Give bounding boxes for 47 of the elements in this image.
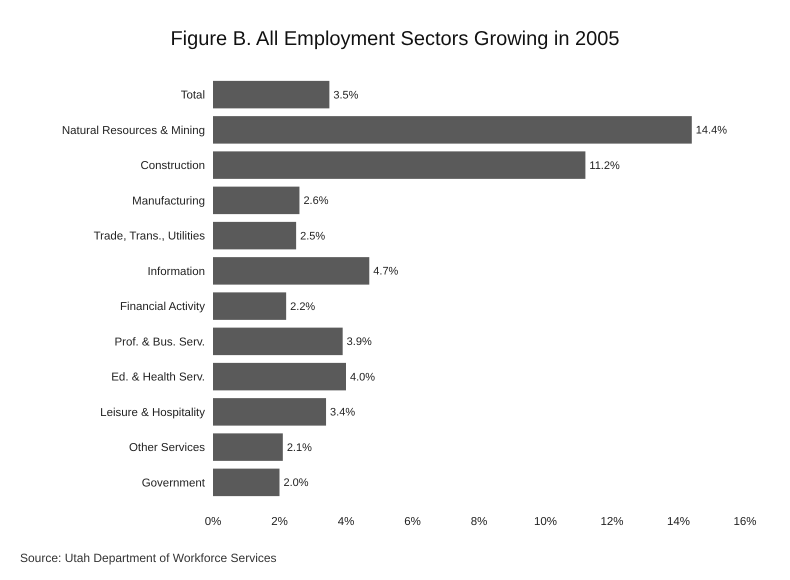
x-tick-label: 4% (338, 516, 354, 528)
y-tick-label: Leisure & Hospitality (100, 406, 206, 419)
x-tick-label: 6% (404, 516, 421, 528)
bar (213, 151, 586, 179)
data-label: 11.2% (589, 160, 620, 172)
bar (213, 116, 692, 144)
source-note: Source: Utah Department of Workforce Services (20, 551, 277, 565)
y-tick-label: Total (180, 90, 205, 102)
chart-title: Figure B. All Employment Sectors Growing in 2005 (170, 28, 620, 50)
x-tick-label: 16% (733, 516, 757, 528)
x-tick-label: 8% (470, 516, 488, 528)
bar (213, 80, 330, 108)
x-tick-label: 0% (204, 516, 222, 528)
data-label: 2.1% (286, 442, 312, 454)
y-tick-label: Ed. & Health Serv. (111, 372, 205, 384)
x-tick-label: 14% (666, 516, 690, 528)
y-tick-label: Natural Resources & Mining (62, 124, 205, 137)
data-label: 2.5% (300, 230, 326, 242)
data-label: 3.5% (333, 89, 359, 102)
data-label: 3.9% (346, 336, 372, 348)
bar (213, 468, 280, 496)
x-tick-label: 10% (534, 516, 558, 528)
y-tick-label: Manufacturing (132, 195, 205, 208)
bar (213, 292, 286, 320)
y-tick-label: Prof. & Bus. Serv. (114, 336, 205, 348)
bar (213, 222, 296, 250)
y-tick-label: Government (142, 477, 206, 490)
bar (213, 186, 300, 214)
data-label: 3.4% (330, 406, 356, 419)
bar (213, 257, 370, 285)
bar (213, 328, 343, 356)
bar (213, 398, 326, 426)
bar (213, 362, 346, 390)
x-tick-label: 12% (600, 516, 624, 528)
data-label: 2.0% (284, 477, 309, 490)
data-label: 4.0% (350, 371, 376, 384)
x-tick-label: 2% (271, 516, 288, 528)
y-tick-label: Other Services (128, 442, 206, 454)
data-label: 14.4% (696, 124, 728, 137)
data-label: 2.2% (290, 300, 316, 313)
bar (213, 433, 283, 461)
data-label: 2.6% (303, 195, 329, 208)
y-tick-label: Trade, Trans., Utilities (94, 230, 206, 243)
data-label: 4.7% (373, 266, 399, 278)
y-tick-label: Construction (140, 160, 205, 172)
y-tick-label: Financial Activity (120, 301, 206, 314)
y-tick-label: Information (147, 266, 205, 278)
